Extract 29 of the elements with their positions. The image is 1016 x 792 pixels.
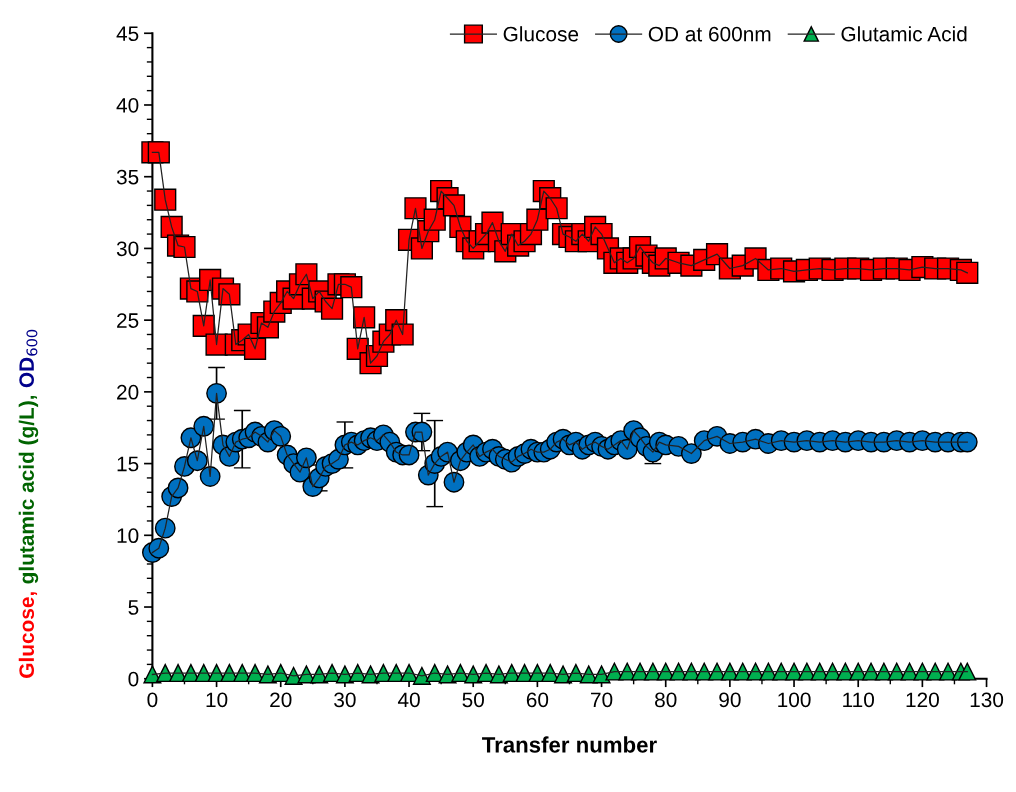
legend-label: Glucose xyxy=(503,26,579,42)
x-tick-label: 60 xyxy=(526,692,549,708)
x-tick-label: 90 xyxy=(719,692,741,708)
y-tick-label: 30 xyxy=(116,241,139,257)
y-tick-label: 0 xyxy=(128,671,139,687)
y-tick-label: 40 xyxy=(116,97,139,113)
x-axis-title: Transfer number xyxy=(482,736,657,753)
x-tick-label: 120 xyxy=(906,692,939,708)
x-tick-label: 130 xyxy=(970,692,1004,708)
y-tick-label: 35 xyxy=(116,169,139,185)
x-tick-label: 10 xyxy=(206,692,228,708)
legend-label: Glutamic Acid xyxy=(841,26,967,42)
x-tick-label: 0 xyxy=(147,692,158,708)
x-tick-label: 40 xyxy=(397,692,420,708)
y-tick-label: 10 xyxy=(117,528,139,544)
x-tick-label: 110 xyxy=(843,692,875,708)
y-tick-label: 20 xyxy=(117,384,139,400)
y-tick-label: 15 xyxy=(117,456,139,472)
x-tick-label: 80 xyxy=(655,692,677,708)
legend-label: OD at 600nm xyxy=(648,26,771,42)
x-tick-label: 100 xyxy=(778,692,811,708)
y-axis-title: Glucose, glutamic acid (g/L), OD$_{600}$ xyxy=(18,329,39,678)
x-tick-label: 50 xyxy=(462,692,484,708)
x-tick-label: 20 xyxy=(270,692,292,708)
y-tick-label: 45 xyxy=(116,26,139,42)
x-tick-label: 70 xyxy=(591,692,613,708)
y-tick-label: 5 xyxy=(128,600,139,615)
x-tick-label: 30 xyxy=(334,692,356,708)
y-tick-label: 25 xyxy=(117,313,139,328)
